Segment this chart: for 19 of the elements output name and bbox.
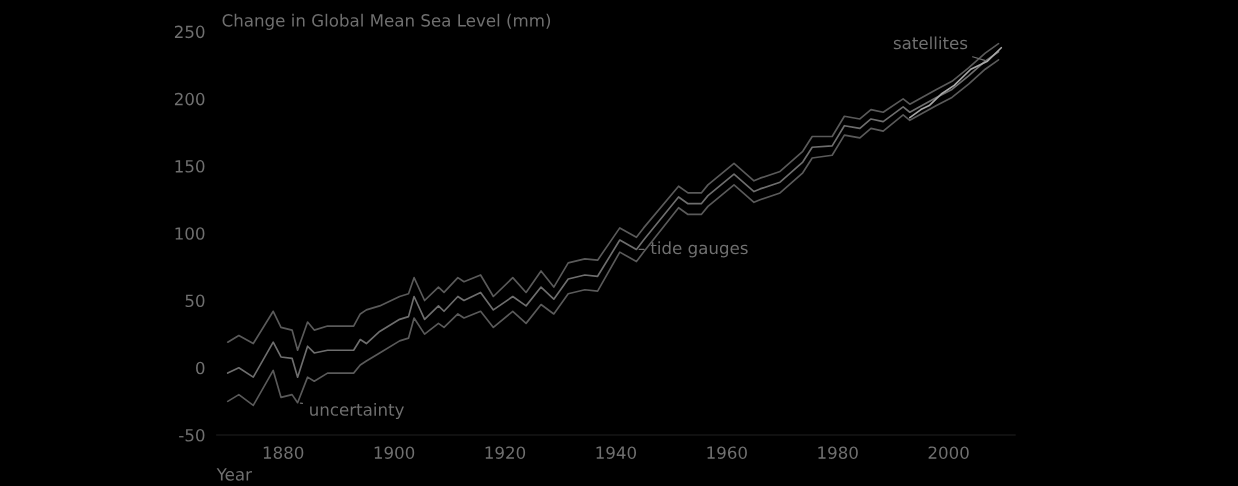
x-tick-label: 1960 xyxy=(707,446,747,459)
x-tick-label: 1900 xyxy=(374,446,415,459)
x-tick-label: 1980 xyxy=(818,446,858,459)
y-tick-label: 200 xyxy=(174,92,205,106)
annotation: tide gauges xyxy=(650,241,748,258)
y-tick-label: 250 xyxy=(174,25,205,39)
y-tick-label: 50 xyxy=(185,294,205,308)
y-tick-label: 150 xyxy=(175,160,205,173)
annotation: satellites xyxy=(893,36,968,50)
annotation: uncertainty xyxy=(310,402,404,420)
y-tick-label: 0 xyxy=(196,361,205,375)
x-tick-label: 1880 xyxy=(263,446,304,459)
y-tick-label: -50 xyxy=(179,428,205,442)
x-axis-title: Year xyxy=(216,468,252,481)
y-tick-label: 100 xyxy=(175,227,205,240)
x-tick-label: 1920 xyxy=(485,446,526,459)
x-tick-label: 2000 xyxy=(928,446,969,459)
x-tick-label: 1940 xyxy=(596,446,637,459)
chart-title: Change in Global Mean Sea Level (mm) xyxy=(222,13,551,30)
